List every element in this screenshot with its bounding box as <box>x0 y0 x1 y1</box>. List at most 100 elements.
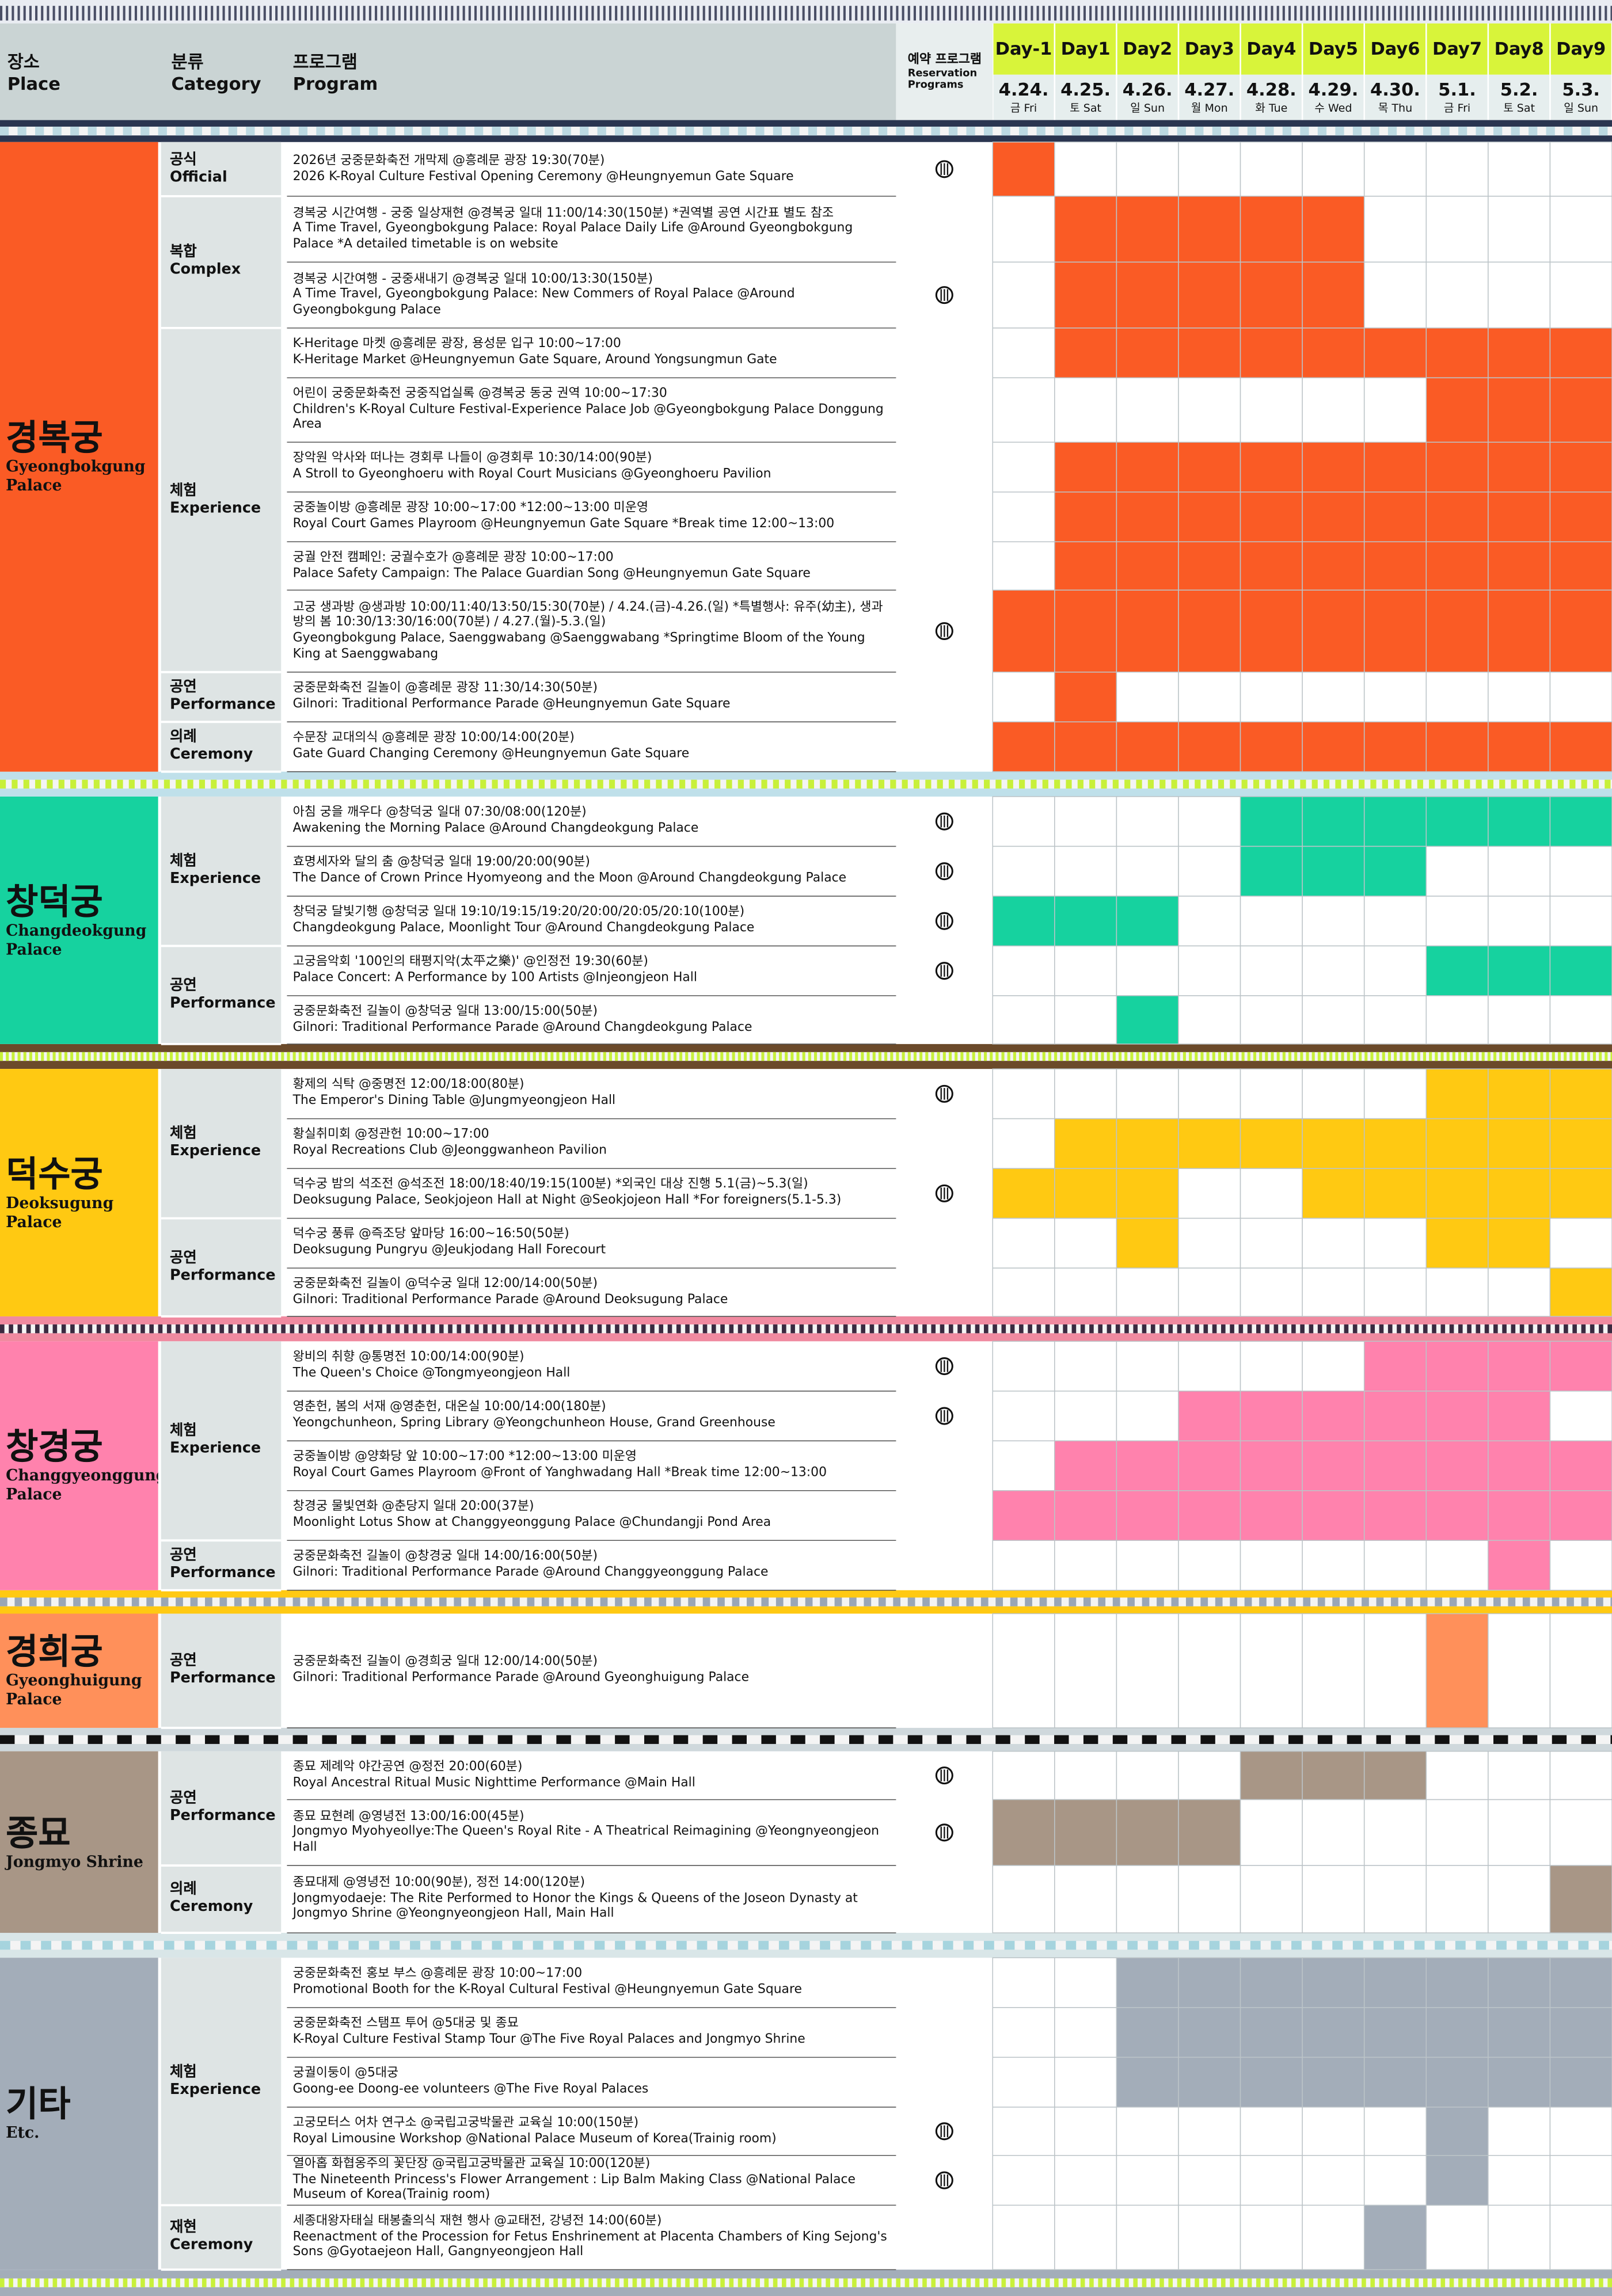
day-cell <box>1240 2007 1303 2058</box>
program-en: Gilnori: Traditional Performance Parade … <box>292 1670 750 1686</box>
divider-tick <box>720 2278 725 2287</box>
divider-tick <box>1423 1324 1428 1334</box>
day-cell <box>992 142 1055 197</box>
top-stripe-tick <box>1253 6 1256 21</box>
category-bg <box>161 1613 282 1728</box>
divider-tick <box>117 779 123 789</box>
divider-tick <box>1414 1324 1419 1334</box>
divider-tick <box>1230 127 1239 136</box>
top-stripe-tick <box>726 6 729 21</box>
divider-tick <box>61 1324 66 1334</box>
divider-tick <box>966 1052 970 1061</box>
divider-tick <box>1557 1941 1568 1950</box>
divider-tick <box>615 1597 622 1606</box>
divider-tick <box>1534 1052 1538 1061</box>
program-ko: 수문장 교대의식 @흥례문 광장 10:00/14:00(20분) <box>292 731 575 746</box>
divider-tick <box>902 1052 905 1061</box>
divider-tick <box>480 779 486 789</box>
day-label: Day9 <box>1556 39 1606 59</box>
divider-tick <box>1370 127 1379 136</box>
divider-tick <box>1610 1052 1612 1061</box>
divider-tick <box>1066 779 1072 789</box>
divider-tick <box>1288 1052 1292 1061</box>
category-en: Ceremony <box>170 747 253 763</box>
day-cell <box>992 2057 1055 2108</box>
top-stripe-tick <box>702 6 705 21</box>
divider-tick <box>518 2278 523 2287</box>
program-ko: 종묘 묘현례 @영녕전 13:00/16:00(45분) <box>292 1809 524 1824</box>
divider-tick <box>580 1324 584 1334</box>
divider-tick <box>181 1052 185 1061</box>
top-stripe-tick <box>123 6 126 21</box>
divider-tick <box>1599 1052 1602 1061</box>
divider-tick <box>518 1324 523 1334</box>
top-stripe-tick <box>1411 6 1414 21</box>
divider-tick <box>702 1735 718 1744</box>
day-cell <box>992 328 1055 379</box>
divider-tick <box>861 127 870 136</box>
top-stripe-tick <box>913 6 916 21</box>
divider-tick <box>1522 1735 1538 1744</box>
divider-tick <box>1098 1324 1102 1334</box>
divider-tick <box>96 1324 101 1334</box>
divider-tick <box>764 2278 769 2287</box>
divider-tick <box>1452 779 1458 789</box>
divider-tick <box>995 1735 1010 1744</box>
divider-tick <box>866 779 873 789</box>
divider-tick <box>737 1052 741 1061</box>
divider-tick <box>983 1941 994 1950</box>
top-stripe-tick <box>1446 6 1449 21</box>
divider-tick <box>720 127 729 136</box>
divider-tick <box>1273 2278 1279 2287</box>
divider-tick <box>219 1324 225 1334</box>
day-cell <box>1240 671 1303 722</box>
day-cell <box>1488 541 1551 591</box>
divider-tick <box>878 1052 881 1061</box>
divider-tick <box>632 2278 637 2287</box>
divider-tick <box>1025 1735 1040 1744</box>
divider-tick <box>641 2278 646 2287</box>
day-header-top <box>1489 23 1550 75</box>
day-cell <box>1549 541 1612 591</box>
category-en: Performance <box>170 995 276 1011</box>
divider-tick <box>615 1941 625 1950</box>
divider-tick <box>1476 1052 1479 1061</box>
divider-tick <box>184 2278 189 2287</box>
top-stripe-tick <box>1300 6 1303 21</box>
divider-tick <box>193 127 202 136</box>
divider-tick <box>170 1052 173 1061</box>
divider-tick <box>404 1324 409 1334</box>
divider-tick <box>597 127 606 136</box>
program-en: Jongmyodaeje: The Rite Performed to Hono… <box>292 1891 858 1922</box>
top-stripe-tick <box>1587 6 1590 21</box>
divider-tick <box>287 1941 298 1950</box>
divider-tick <box>1271 1052 1274 1061</box>
top-stripe-tick <box>1387 6 1390 21</box>
divider-tick <box>1397 1324 1401 1334</box>
category-ko: 체험 <box>170 2063 197 2080</box>
divider-tick <box>1124 1324 1129 1334</box>
divider-tick <box>615 1052 618 1061</box>
divider-tick <box>972 1052 975 1061</box>
divider-tick <box>852 1324 857 1334</box>
program-text-box: 열아홉 화협옹주의 꽃단장 @국립고궁박물관 교육실 10:00(120분) Th… <box>287 2156 893 2205</box>
divider-tick <box>510 1052 513 1061</box>
day-cell <box>1302 1217 1365 1269</box>
divider-tick <box>486 1052 489 1061</box>
top-stripe-tick <box>1107 6 1109 21</box>
day-cell <box>1302 1118 1365 1169</box>
day-cell <box>1425 1750 1489 1800</box>
divider-tick <box>667 2278 672 2287</box>
top-stripe-tick <box>1007 6 1010 21</box>
day-cell <box>1054 1957 1117 2008</box>
top-stripe-tick <box>533 6 535 21</box>
top-stripe-tick <box>292 6 295 21</box>
divider-tick <box>1130 1052 1134 1061</box>
section-name-ko: 기타 <box>6 2082 71 2125</box>
day-cell <box>992 945 1055 996</box>
divider-tick <box>834 1324 839 1334</box>
divider-tick <box>878 1597 886 1606</box>
day-cell <box>1363 377 1427 443</box>
divider-tick <box>1107 127 1116 136</box>
day-cell <box>1178 2007 1241 2058</box>
